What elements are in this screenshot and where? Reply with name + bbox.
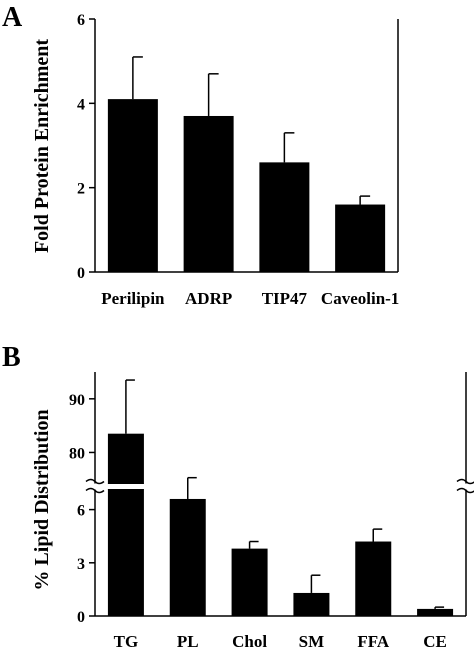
- panel-a-y-tick-label: 4: [77, 96, 85, 113]
- panel-a-category-label: ADRP: [185, 289, 232, 308]
- panel-a-category-label: TIP47: [262, 289, 308, 308]
- panel-b-axis-break-gap: [83, 483, 113, 490]
- panel-b-bar: [107, 433, 144, 616]
- panel-b-y-axis-label: % Lipid Distribution: [31, 409, 53, 590]
- panel-b-category-label: FFA: [357, 632, 390, 650]
- panel-b-y-tick-label: 90: [69, 392, 85, 409]
- panel-b-category-label: PL: [177, 632, 199, 650]
- panel-b-y-tick-label: 80: [69, 445, 85, 462]
- panel-b-bar: [417, 608, 454, 616]
- panel-b: B % Lipid Distribution 0 3 6 80 90 TG PL Chol SM…: [2, 342, 474, 650]
- panel-a-y-axis-label: Fold Protein Enrichment: [31, 39, 53, 253]
- panel-a-y-tick-label: 0: [77, 265, 85, 282]
- panel-a-bar: [183, 115, 234, 272]
- panel-b-axis-break-mark: [85, 478, 105, 485]
- panel-b-category-label: SM: [299, 632, 325, 650]
- panel-b-axis-break-mark: [456, 478, 474, 485]
- panel-a: A Fold Protein Enrichment 0 2 4 6 Perilipin A…: [2, 2, 399, 308]
- panel-b-y-tick-label: 6: [77, 503, 85, 520]
- panel-b-axis-break-mark: [456, 487, 474, 494]
- panel-a-bar: [259, 162, 310, 272]
- panel-b-axis-break-mark: [85, 487, 105, 494]
- panel-b-bar: [169, 498, 206, 616]
- panel-a-letter: A: [2, 2, 23, 33]
- panel-a-y-tick-label: 2: [77, 181, 85, 198]
- panel-b-y-tick-label: 3: [77, 556, 85, 573]
- panel-a-category-label: Perilipin: [101, 289, 165, 308]
- panel-b-letter: B: [2, 342, 21, 373]
- panel-b-category-label: CE: [423, 632, 447, 650]
- panel-b-y-tick-label: 0: [77, 609, 85, 626]
- panel-b-category-label: Chol: [232, 632, 267, 650]
- panel-a-y-tick-label: 6: [77, 12, 85, 29]
- panel-a-bar: [335, 204, 386, 272]
- panel-b-axis-break-gap: [451, 483, 474, 490]
- panel-b-bar: [355, 541, 392, 616]
- panel-b-category-label: TG: [114, 632, 139, 650]
- panel-b-bar: [231, 548, 268, 616]
- panel-b-bar-break-gap: [106, 483, 145, 490]
- panel-a-bar: [107, 99, 158, 272]
- panel-b-bar: [293, 592, 330, 616]
- panel-a-category-label: Caveolin-1: [321, 289, 399, 308]
